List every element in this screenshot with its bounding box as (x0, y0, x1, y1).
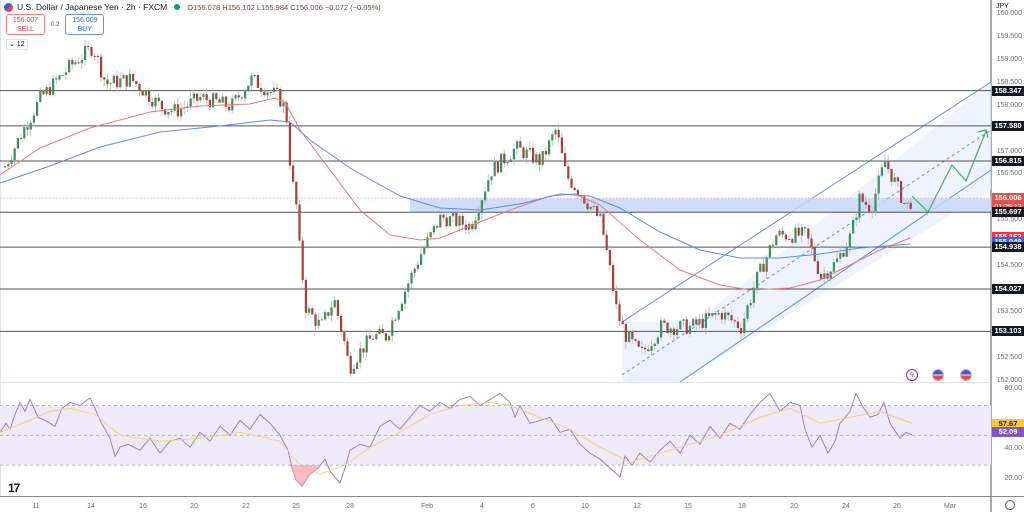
time-axis-label: 26 (893, 503, 901, 510)
us-event-flag-icon[interactable] (960, 369, 972, 381)
trade-panel: 156.007 SELL 0.2 156.009 BUY (6, 14, 105, 35)
price-axis-tick: 158.500 (996, 78, 1022, 86)
time-axis-label: Mar (943, 503, 957, 510)
price-axis-tick: 155.500 (996, 216, 1022, 224)
rsi-value-tag: 52.09 (992, 427, 1024, 438)
time-axis-label: 16 (139, 503, 147, 510)
price-level-tag: 154.938 (992, 242, 1024, 253)
price-axis-tick: 153.500 (996, 308, 1022, 316)
rsi-axis-tick: 40.00 (1004, 445, 1022, 453)
time-axis-label: 20 (190, 503, 198, 510)
time-axis-label: 10 (581, 503, 589, 510)
time-axis-label: 25 (292, 503, 300, 510)
spread-value: 0.2 (51, 21, 60, 28)
time-axis-label: 6 (531, 503, 535, 510)
tradingview-logo[interactable]: 17 (8, 481, 20, 495)
time-axis-label: 12 (633, 503, 641, 510)
price-axis-tick: 152.000 (996, 377, 1022, 384)
lightning-event-icon[interactable]: ϟ (906, 369, 918, 381)
buy-price: 156.009 (72, 17, 98, 24)
us-event-flag-icon[interactable] (932, 369, 944, 381)
time-axis-label: 4 (480, 503, 484, 510)
ohlc-values: O156.078 H156.102 L155.984 C156.006 −0.0… (187, 2, 381, 12)
price-level-tag: 154.027 (992, 283, 1024, 294)
usdjpy-flag-icon (4, 2, 13, 12)
price-axis-tick: 160.000 (996, 9, 1022, 17)
sell-price: 156.007 (12, 17, 39, 24)
price-axis-tick: 158.000 (996, 101, 1022, 109)
buy-button[interactable]: 156.009 BUY (65, 14, 105, 35)
price-level-tag: 156.815 (992, 155, 1024, 166)
settings-gear-icon[interactable] (1005, 500, 1015, 510)
buy-label: BUY (77, 26, 93, 33)
time-axis-label: 24 (842, 503, 850, 510)
time-axis-label: 20 (790, 503, 798, 510)
time-axis-label: 15 (684, 503, 692, 510)
indicators-collapse-button[interactable]: ⌄ 12 (6, 39, 28, 50)
symbol-title[interactable]: U.S. Dollar / Japanese Yen · 2h · FXCM (17, 2, 168, 12)
price-axis-tick: 156.500 (996, 170, 1022, 178)
price-axis-tick: 159.000 (996, 55, 1022, 63)
time-axis-label: 14 (87, 503, 95, 510)
sell-button[interactable]: 156.007 SELL (6, 14, 45, 35)
rsi-axis-tick: 20.00 (1004, 475, 1022, 483)
rsi-value-tag: 57.67 (992, 418, 1024, 429)
price-level-tag: 155.049 (992, 237, 1024, 248)
rsi-axis-tick: 80.00 (1004, 385, 1022, 393)
time-axis-label: Feb (420, 503, 434, 510)
time-axis-label: 22 (242, 503, 250, 510)
time-axis-label: 11 (32, 503, 40, 510)
price-level-tag: 157.580 (992, 120, 1024, 131)
price-level-tag: 153.103 (992, 326, 1024, 337)
price-level-tag: 158.347 (992, 85, 1024, 96)
price-axis-tick: 154.500 (996, 262, 1022, 270)
market-open-status-icon (174, 4, 181, 10)
sell-label: SELL (16, 26, 35, 33)
time-axis-label: 28 (346, 503, 354, 510)
price-level-tag: 155.162 (992, 231, 1024, 242)
price-level-tag: 156.006 (992, 193, 1024, 204)
time-axis-label: 18 (738, 503, 746, 510)
price-axis-tick: 157.000 (996, 147, 1022, 155)
price-axis-tick: 159.500 (996, 32, 1022, 40)
price-axis-tick: 152.500 (996, 354, 1022, 362)
symbol-legend: U.S. Dollar / Japanese Yen · 2h · FXCM O… (4, 2, 381, 12)
currency-selector[interactable]: JPY (996, 3, 1009, 10)
price-level-tag: 155.697 (992, 207, 1024, 218)
